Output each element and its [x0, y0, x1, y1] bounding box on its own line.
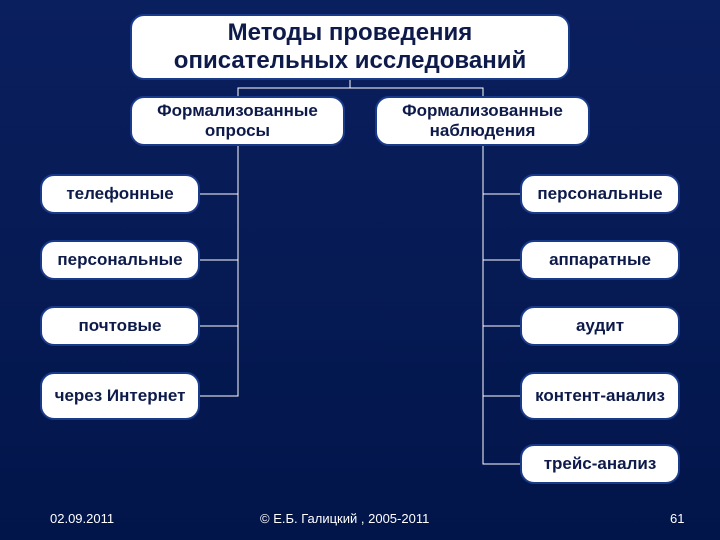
footer-page: 61 — [670, 511, 684, 526]
node-leaf-personal-obs: персональные — [520, 174, 680, 214]
node-branch-surveys: Формализованные опросы — [130, 96, 345, 146]
footer-author: © Е.Б. Галицкий , 2005-2011 — [260, 511, 429, 526]
node-leaf-content-analysis: контент-анализ — [520, 372, 680, 420]
node-leaf-personal-surveys: персональные — [40, 240, 200, 280]
node-leaf-trace-analysis: трейс-анализ — [520, 444, 680, 484]
footer-date: 02.09.2011 — [50, 511, 114, 526]
node-leaf-hardware: аппаратные — [520, 240, 680, 280]
node-leaf-internet: через Интернет — [40, 372, 200, 420]
node-leaf-audit: аудит — [520, 306, 680, 346]
node-leaf-postal: почтовые — [40, 306, 200, 346]
slide: Методы проведения описательных исследова… — [0, 0, 720, 540]
node-leaf-phone: телефонные — [40, 174, 200, 214]
node-root: Методы проведения описательных исследова… — [130, 14, 570, 80]
node-branch-observations: Формализованные наблюдения — [375, 96, 590, 146]
